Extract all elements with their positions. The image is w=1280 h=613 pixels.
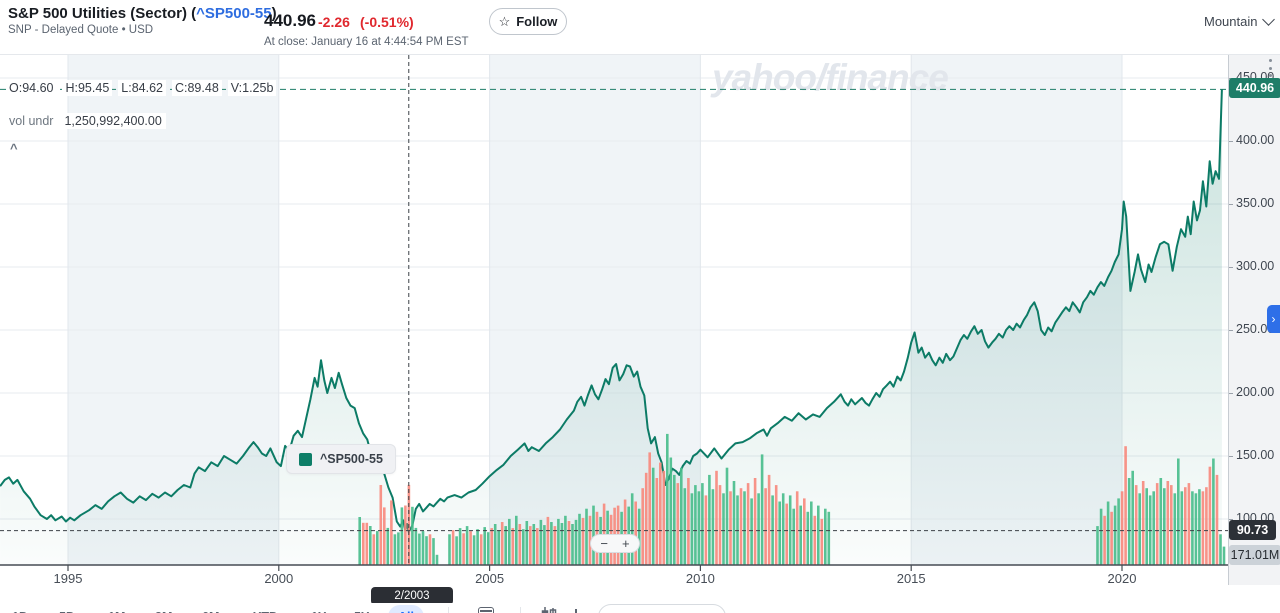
zoom-in-button[interactable]: + <box>622 536 630 551</box>
x-axis-label: 1995 <box>53 571 83 586</box>
y-axis-label: 300.00 <box>1236 259 1275 273</box>
volume-readout: vol undr 1,250,992,400.00 <box>6 113 166 129</box>
y-axis-tick <box>1229 204 1233 205</box>
yahoo-finance-watermark: yahoo/finance <box>712 57 949 98</box>
y-axis-tick <box>1229 519 1233 520</box>
range-button-5y[interactable]: 5Y <box>354 605 369 613</box>
y-axis-tick <box>1229 267 1233 268</box>
pan-right-button[interactable]: › <box>1267 305 1280 333</box>
chevron-down-icon <box>1262 13 1276 26</box>
star-icon: ☆ <box>498 14 511 29</box>
toolbar-divider <box>520 607 521 613</box>
range-button-1m[interactable]: 1M <box>108 605 125 613</box>
range-button-5d[interactable]: 5D <box>59 605 75 613</box>
y-axis-label: 400.00 <box>1236 133 1275 147</box>
range-button-3m[interactable]: 3M <box>155 605 172 613</box>
toolbar-divider <box>448 607 449 613</box>
bar-chart-icon[interactable] <box>567 606 585 613</box>
range-button-1y[interactable]: 1Y <box>311 605 326 613</box>
axis-menu-icon[interactable] <box>1265 59 1275 77</box>
y-axis-label: 350.00 <box>1236 196 1275 210</box>
follow-button[interactable]: ☆ Follow <box>489 8 567 35</box>
zoom-control: − + <box>590 534 640 553</box>
ohlc-close: C:89.48 <box>171 80 222 96</box>
candlestick-chart-icon[interactable] <box>540 606 558 613</box>
volume-value: 1,250,992,400.00 <box>60 113 166 129</box>
price-change: -2.26 <box>318 14 350 30</box>
zoom-out-button[interactable]: − <box>600 536 608 551</box>
crosshair-date-tooltip: 2/2003 <box>371 587 453 605</box>
symbol-link[interactable]: ^SP500-55 <box>196 5 272 22</box>
range-button-all[interactable]: All <box>388 605 424 613</box>
ohlc-open: O:94.60 <box>6 80 57 96</box>
y-axis-label: 150.00 <box>1236 448 1275 462</box>
series-swatch <box>299 452 312 466</box>
ohlc-high: H:95.45 <box>62 80 113 96</box>
range-button-6m[interactable]: 6M <box>202 605 219 613</box>
price-axis[interactable]: 440.96 90.73 171.01M › 450.00 400.00 350.0… <box>1228 55 1280 585</box>
range-button-1d[interactable]: 1D <box>12 605 28 613</box>
crosshair-price-badge: 90.73 <box>1229 520 1276 540</box>
indicators-pill[interactable] <box>598 604 726 613</box>
quote-header: S&P 500 Utilities (Sector) (^SP500-55) S… <box>0 0 1280 55</box>
series-legend-label: ^SP500-55 <box>320 452 383 466</box>
y-axis-tick <box>1229 393 1233 394</box>
collapse-indicator-chevron[interactable]: ^ <box>10 141 18 156</box>
current-price-badge: 440.96 <box>1229 78 1280 98</box>
exchange-info: SNP - Delayed Quote • USD <box>8 24 154 36</box>
at-close-timestamp: At close: January 16 at 4:44:54 PM EST <box>264 36 469 48</box>
ohlc-readout: O:94.60 H:95.45 L:84.62 C:89.48 V:1.25b <box>6 80 277 96</box>
x-axis-label: 2015 <box>896 571 926 586</box>
price-chart[interactable]: yahoo/finance O:94.60 H:95.45 L:84.62 C:… <box>0 55 1280 605</box>
series-legend[interactable]: ^SP500-55 <box>286 444 396 474</box>
y-axis-label: 250.00 <box>1236 322 1275 336</box>
crosshair-volume-badge: 171.01M <box>1229 545 1280 565</box>
ohlc-volume: V:1.25b <box>227 80 277 96</box>
x-axis-label: 2000 <box>264 571 294 586</box>
x-axis-label: 2010 <box>685 571 715 586</box>
calendar-icon[interactable] <box>478 607 494 613</box>
price-change-percent: (-0.51%) <box>360 14 414 30</box>
crosshair-layer <box>0 55 1228 565</box>
y-axis-label: 200.00 <box>1236 385 1275 399</box>
x-axis-label: 2005 <box>475 571 505 586</box>
y-axis-tick <box>1229 330 1233 331</box>
chart-type-selector[interactable]: Mountain <box>1204 13 1276 29</box>
range-button-ytd[interactable]: YTD <box>253 605 278 613</box>
page-title: S&P 500 Utilities (Sector) (^SP500-55) <box>8 5 277 22</box>
y-axis-tick <box>1229 456 1233 457</box>
chart-toolbar: 1D 5D 1M 3M 6M YTD 1Y 5Y All <box>0 603 1280 613</box>
ohlc-low: L:84.62 <box>118 80 166 96</box>
x-axis-label: 2020 <box>1107 571 1137 586</box>
y-axis-tick <box>1229 141 1233 142</box>
current-price: 440.96 <box>264 11 316 30</box>
